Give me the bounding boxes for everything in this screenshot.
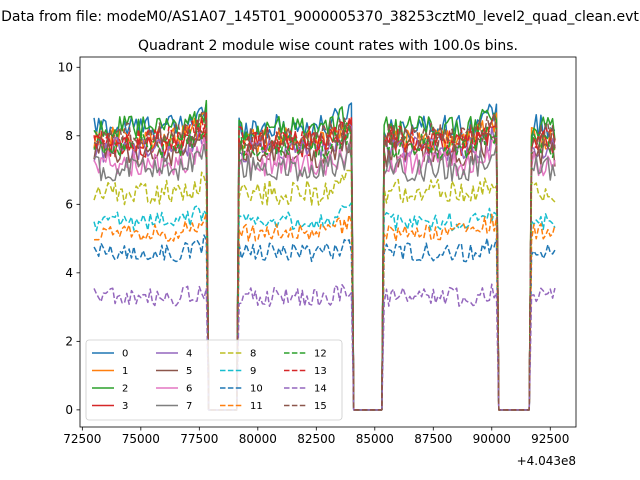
series-line-7 bbox=[93, 143, 556, 411]
legend-label-1: 1 bbox=[122, 366, 128, 377]
chart-title: Quadrant 2 module wise count rates with … bbox=[138, 38, 518, 54]
x-tick-label: 72500 bbox=[63, 432, 101, 446]
x-tick-label: 90000 bbox=[473, 432, 511, 446]
x-tick-label: 87500 bbox=[414, 432, 452, 446]
series-line-11 bbox=[94, 212, 556, 411]
legend-label-12: 12 bbox=[314, 349, 327, 360]
legend-label-2: 2 bbox=[122, 384, 128, 395]
series-line-12 bbox=[93, 117, 556, 411]
series-line-9 bbox=[93, 202, 556, 411]
legend-label-3: 3 bbox=[122, 401, 128, 412]
series-line-14 bbox=[93, 283, 556, 411]
legend-label-9: 9 bbox=[250, 366, 256, 377]
series-line-0 bbox=[93, 102, 556, 411]
legend-label-15: 15 bbox=[314, 401, 327, 412]
plot-area bbox=[93, 99, 556, 411]
x-offset-label: +4.043e8 bbox=[517, 454, 576, 468]
x-tick-label: 75000 bbox=[122, 432, 160, 446]
x-tick-label: 92500 bbox=[531, 432, 569, 446]
axes: 72500 75000 77500 80000 82500 85000 87500 90000… bbox=[58, 56, 577, 468]
series-line-8 bbox=[93, 169, 556, 411]
legend-label-5: 5 bbox=[186, 366, 192, 377]
y-tick-label: 0 bbox=[65, 403, 73, 417]
legend-label-10: 10 bbox=[250, 384, 263, 395]
y-tick-label: 10 bbox=[58, 61, 73, 75]
legend-label-0: 0 bbox=[122, 349, 128, 360]
legend-label-8: 8 bbox=[250, 349, 256, 360]
series-group bbox=[93, 99, 556, 411]
x-tick-label: 77500 bbox=[180, 432, 218, 446]
y-tick-label: 6 bbox=[65, 198, 73, 212]
legend-label-4: 4 bbox=[186, 349, 192, 360]
x-tick-label: 80000 bbox=[239, 432, 277, 446]
x-tick-label: 82500 bbox=[297, 432, 335, 446]
legend-label-6: 6 bbox=[186, 384, 192, 395]
series-line-10 bbox=[93, 234, 556, 411]
legend-box bbox=[85, 339, 343, 421]
figure-suptitle: Data from file: modeM0/AS1A07_145T01_900… bbox=[1, 9, 639, 25]
series-line-13 bbox=[93, 112, 556, 411]
legend-label-14: 14 bbox=[314, 384, 327, 395]
series-line-4 bbox=[93, 123, 556, 411]
legend-label-13: 13 bbox=[314, 366, 327, 377]
y-tick-label: 2 bbox=[65, 335, 73, 349]
legend-label-7: 7 bbox=[186, 401, 192, 412]
series-line-15 bbox=[93, 110, 556, 411]
legend-label-11: 11 bbox=[250, 401, 263, 412]
y-tick-label: 8 bbox=[65, 129, 73, 143]
axes-frame bbox=[79, 56, 577, 428]
x-tick-label: 85000 bbox=[356, 432, 394, 446]
y-tick-label: 4 bbox=[65, 266, 73, 280]
